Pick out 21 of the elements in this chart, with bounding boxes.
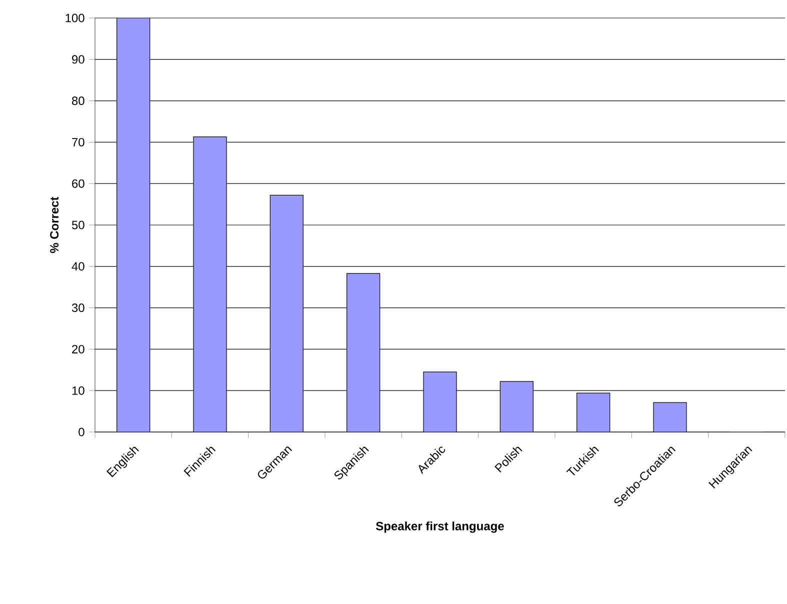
bar xyxy=(116,18,150,432)
y-tick-label: 70 xyxy=(72,138,84,146)
bar xyxy=(576,392,610,432)
y-tick-label: 40 xyxy=(72,262,84,271)
bar xyxy=(193,136,227,432)
y-tick-label: 60 xyxy=(72,179,84,188)
y-tick-label: 20 xyxy=(72,344,84,354)
y-tick-label: 50 xyxy=(72,220,84,230)
bar xyxy=(346,273,380,432)
bar xyxy=(423,372,457,432)
bar xyxy=(500,381,534,432)
y-tick-label: 10 xyxy=(72,386,84,395)
bar xyxy=(653,402,687,432)
x-axis-title: Speaker first language xyxy=(376,522,504,533)
bar xyxy=(270,194,304,432)
y-tick-label: 80 xyxy=(72,96,84,106)
y-tick-label: 0 xyxy=(78,428,84,436)
y-tick-label: 90 xyxy=(72,55,84,64)
y-tick-label: 30 xyxy=(72,304,84,312)
y-axis-title: % Correct xyxy=(50,196,59,254)
y-tick-label: 100 xyxy=(66,14,84,22)
